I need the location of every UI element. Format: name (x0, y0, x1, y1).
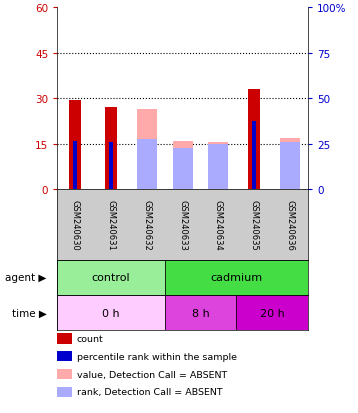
Bar (173, 149, 193, 190)
Bar (173, 142, 193, 190)
Text: 8 h: 8 h (192, 308, 209, 318)
Text: control: control (92, 273, 130, 283)
Bar (109, 143, 113, 190)
Bar (105, 108, 117, 190)
Bar (280, 138, 300, 190)
Text: GSM240630: GSM240630 (71, 200, 80, 250)
Text: GSM240635: GSM240635 (250, 200, 259, 250)
Text: GSM240636: GSM240636 (285, 200, 295, 250)
Text: GSM240633: GSM240633 (178, 200, 187, 250)
Text: GSM240632: GSM240632 (142, 200, 151, 250)
Bar (280, 143, 300, 190)
Bar (137, 110, 157, 190)
Bar (208, 145, 228, 190)
Text: 20 h: 20 h (260, 308, 285, 318)
Text: agent ▶: agent ▶ (5, 273, 47, 283)
Text: time ▶: time ▶ (12, 308, 47, 318)
Bar (165, 260, 308, 295)
Bar (208, 143, 228, 190)
Bar (69, 101, 82, 190)
Bar (165, 295, 236, 330)
Text: GSM240631: GSM240631 (106, 200, 116, 250)
Text: value, Detection Call = ABSENT: value, Detection Call = ABSENT (77, 370, 227, 379)
Text: percentile rank within the sample: percentile rank within the sample (77, 352, 237, 361)
Text: count: count (77, 334, 104, 343)
Bar (236, 295, 308, 330)
Bar (248, 90, 261, 190)
Bar (57, 295, 165, 330)
Bar (73, 142, 77, 190)
Text: GSM240634: GSM240634 (214, 200, 223, 250)
Text: cadmium: cadmium (210, 273, 262, 283)
Bar (252, 122, 256, 190)
Bar (137, 140, 157, 190)
Text: 0 h: 0 h (102, 308, 120, 318)
Text: rank, Detection Call = ABSENT: rank, Detection Call = ABSENT (77, 387, 223, 396)
Bar (57, 260, 165, 295)
